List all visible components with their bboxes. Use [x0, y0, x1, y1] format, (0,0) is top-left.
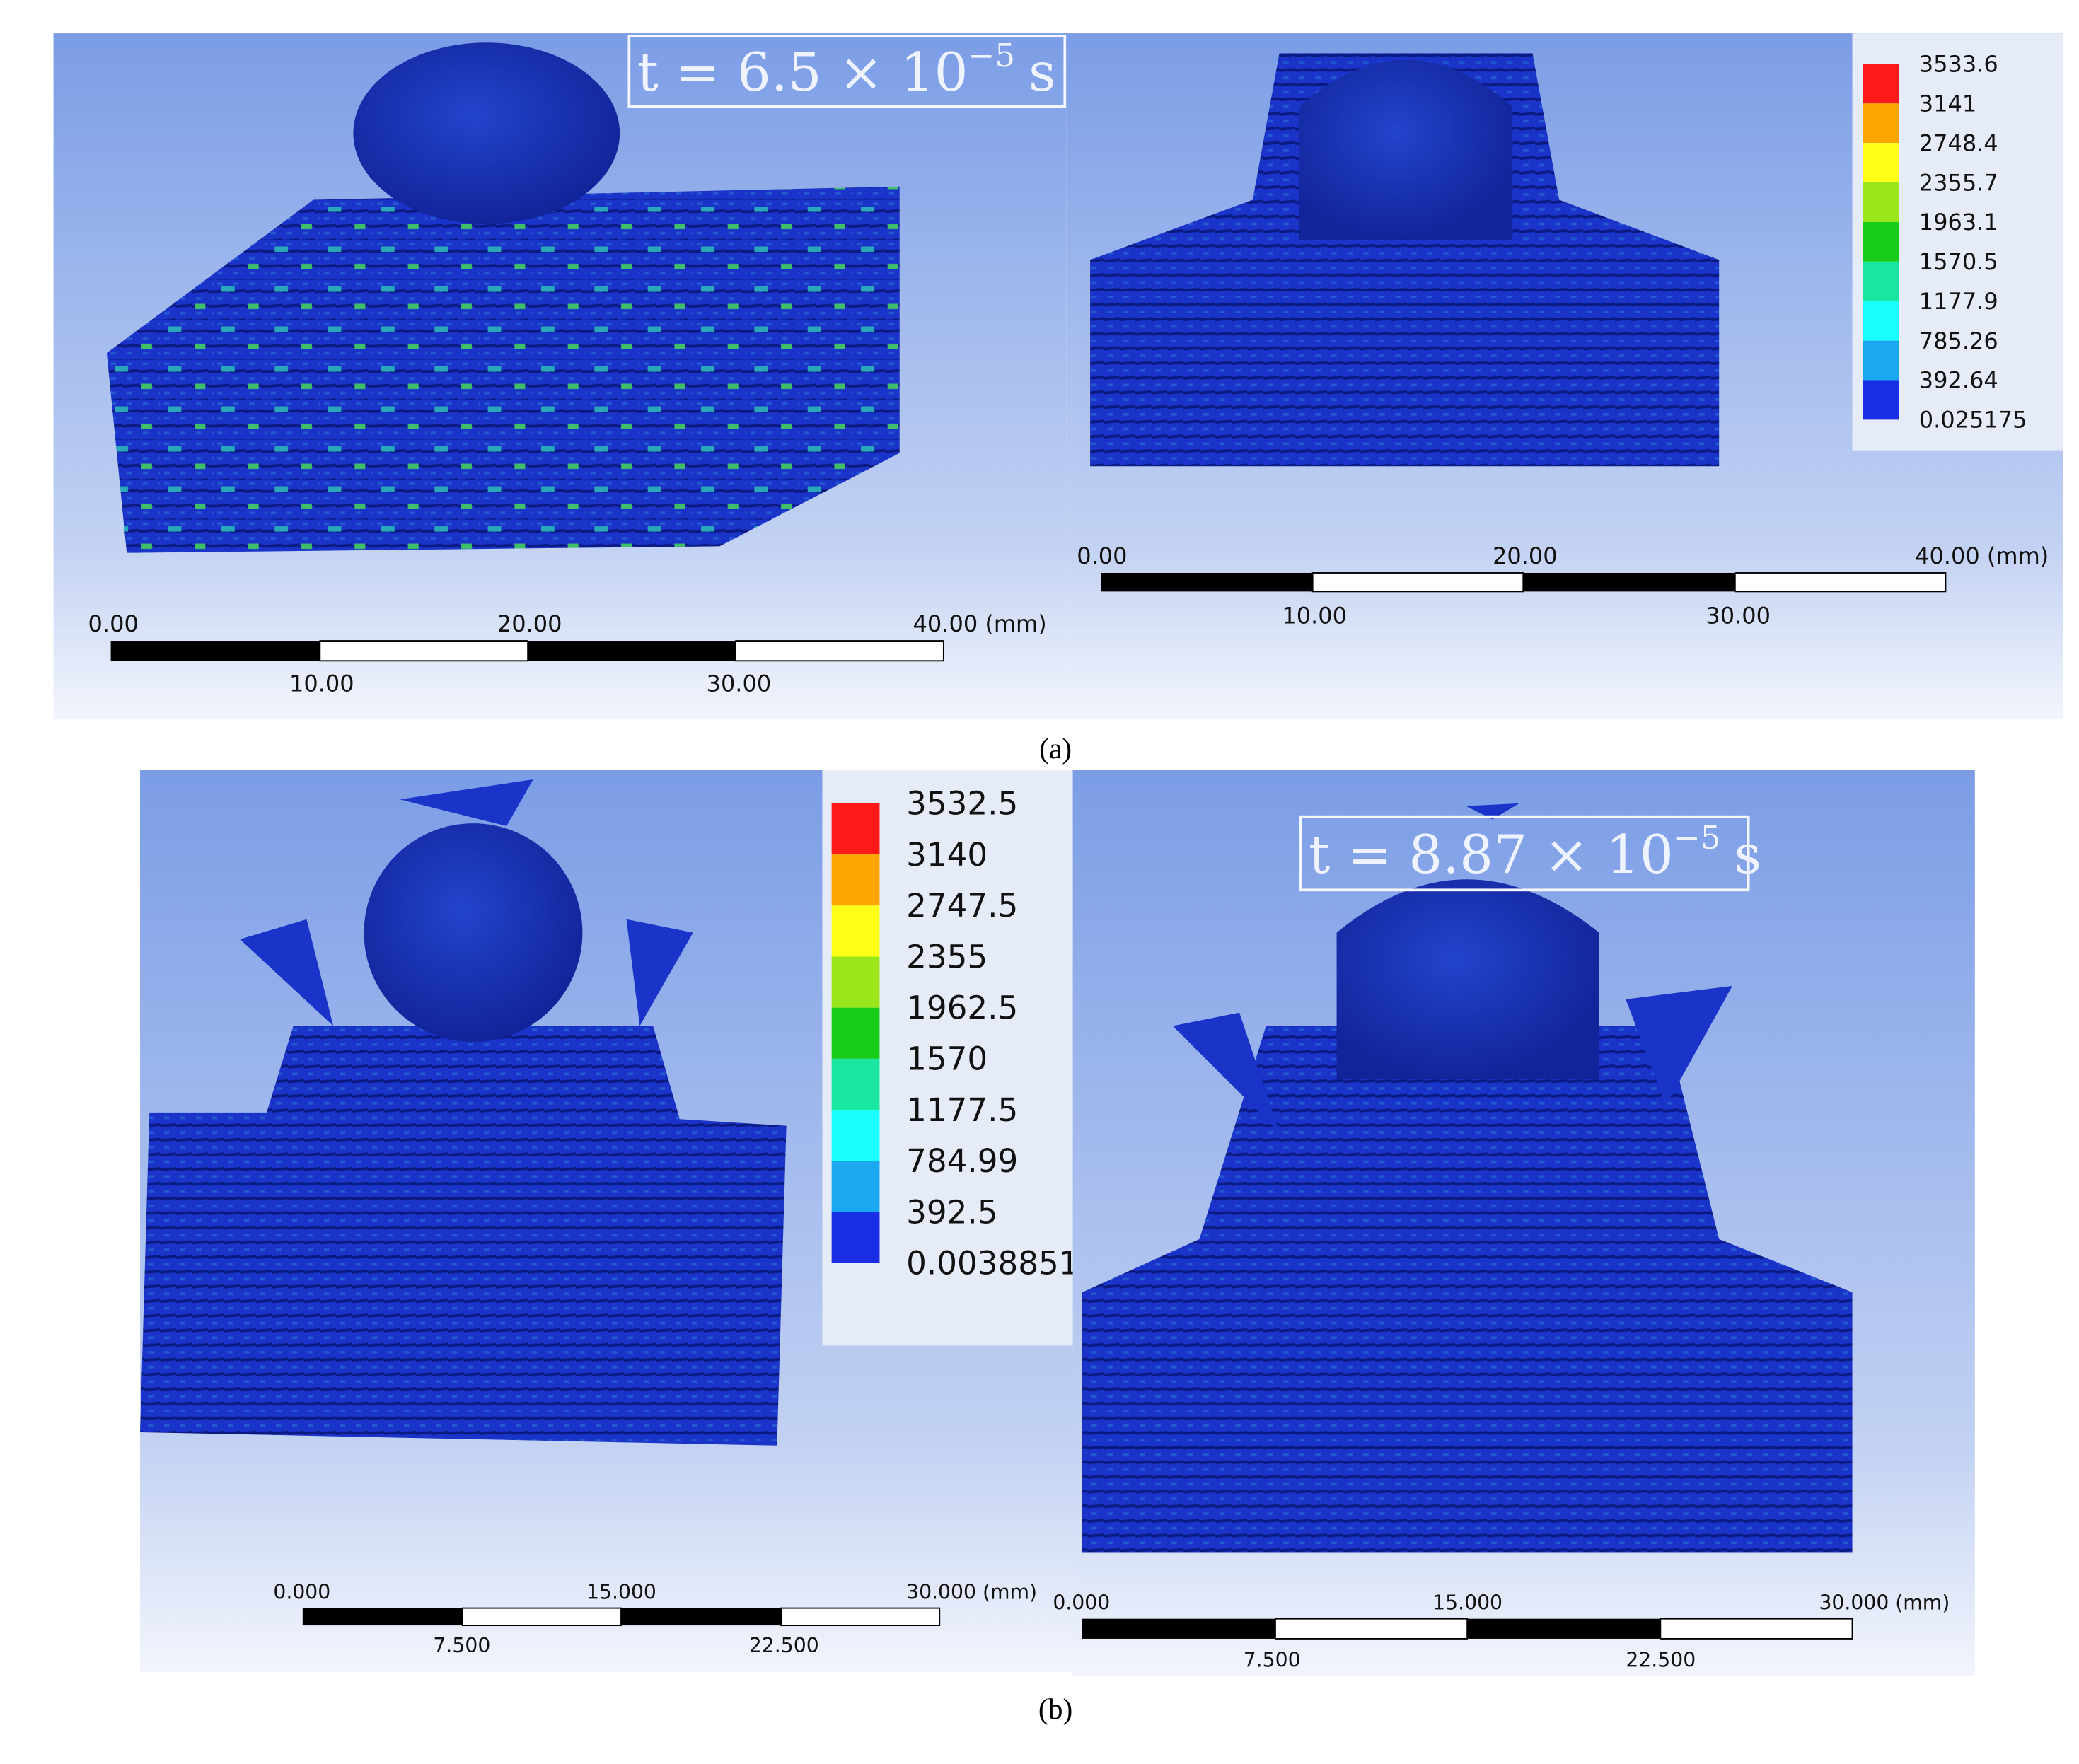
legend-label: 1963.1	[1919, 209, 1998, 236]
projectile	[1299, 59, 1513, 240]
legend-swatch	[1863, 103, 1899, 144]
legend-swatch	[831, 854, 880, 906]
scale-label: 15.000	[1432, 1591, 1502, 1614]
legend-label: 392.64	[1919, 367, 1998, 394]
time-exponent: −5	[1674, 819, 1721, 857]
scale-label: 22.500	[749, 1634, 819, 1657]
scale-label: 30.000 (mm)	[906, 1580, 1037, 1603]
legend-label: 1177.5	[906, 1091, 1018, 1129]
legend-label: 3141	[1919, 91, 1976, 117]
scale-bar: 0.000 15.000 30.000 (mm) 7.500 22.500	[1053, 1591, 1950, 1671]
legend-swatch	[831, 1110, 880, 1161]
panel-a-left: t = 6.5 × 10−5 s 0.00 20.00 40.00 (mm) 10…	[53, 33, 1067, 720]
legend-label: 2355	[906, 938, 988, 975]
scale-label: 20.00	[497, 610, 562, 637]
scale-label: 0.00	[1077, 542, 1127, 569]
scale-label: 22.500	[1626, 1648, 1696, 1671]
scale-label: 30.000 (mm)	[1819, 1591, 1950, 1614]
time-unit: s	[1029, 41, 1056, 103]
legend-label: 3532.5	[906, 785, 1018, 823]
scale-label: 0.00	[88, 610, 139, 637]
scale-bar: 0.00 20.00 40.00 (mm) 10.00 30.00	[88, 610, 1047, 697]
legend-swatch	[1863, 64, 1899, 104]
time-label: t = 8.87 × 10−5 s	[1309, 819, 1761, 886]
legend-label: 1570.5	[1919, 248, 1998, 275]
scale-label: 20.00	[1493, 542, 1558, 569]
legend-label: 1962.5	[906, 990, 1018, 1027]
scale-label: 10.00	[289, 671, 354, 697]
legend-swatch	[831, 956, 880, 1008]
time-exponent: −5	[968, 37, 1016, 74]
projectile	[1336, 879, 1599, 1079]
scale-label: 7.500	[1244, 1648, 1301, 1671]
legend-label: 1570	[906, 1040, 988, 1078]
legend-label: 3533.6	[1919, 51, 1998, 78]
panel-b-right: t = 8.87 × 10−5 s 0.000 15.000 30.000 (mm…	[1053, 770, 1975, 1676]
target-block	[140, 1026, 787, 1446]
legend-label: 3140	[906, 836, 988, 874]
time-base: t = 8.87 × 10	[1309, 823, 1674, 886]
scale-label: 0.000	[273, 1580, 330, 1603]
scale-label: 10.00	[1282, 603, 1347, 629]
legend-swatch	[1863, 261, 1899, 301]
legend-label: 785.26	[1919, 327, 1998, 354]
time-base: t = 6.5 × 10	[637, 41, 968, 103]
legend-swatch	[1863, 143, 1899, 183]
projectile	[353, 42, 620, 224]
legend-swatch	[1863, 221, 1899, 262]
scale-label: 30.00	[1706, 603, 1771, 629]
scale-label: 40.00 (mm)	[1915, 542, 2049, 569]
target-block	[1090, 53, 1720, 467]
target-block	[1082, 1026, 1853, 1553]
debris	[240, 779, 693, 1026]
time-box	[627, 34, 1067, 108]
time-box	[1299, 815, 1750, 892]
scale-label: 40.00 (mm)	[913, 610, 1047, 637]
legend-swatch	[1863, 301, 1899, 341]
panel-b-left: 3532.5 3140 2747.5 2355 1962.5 1570 1177.5 784.…	[140, 770, 1079, 1673]
legend-label: 2355.7	[1919, 169, 1998, 196]
panel-caption: (a)	[1039, 732, 1072, 765]
legend-label: 392.5	[906, 1193, 997, 1231]
color-legend: 3532.5 3140 2747.5 2355 1962.5 1570 1177.5 784.…	[831, 785, 1079, 1282]
scale-bar: 0.000 15.000 30.000 (mm) 7.500 22.500	[273, 1580, 1037, 1656]
legend-swatch	[831, 803, 880, 855]
legend-label: 2747.5	[906, 887, 1018, 924]
projectile	[364, 823, 583, 1043]
legend-swatch	[831, 905, 880, 957]
scale-label: 7.500	[433, 1634, 490, 1657]
panel-a-right: 3533.6 3141 2748.4 2355.7 1963.1 1570.5 1177.9…	[1066, 33, 2063, 720]
legend-label: 0.0038851	[906, 1245, 1079, 1282]
legend-swatch	[831, 1058, 880, 1110]
scale-label: 15.000	[586, 1580, 656, 1603]
scale-label: 30.00	[707, 671, 772, 697]
legend-swatch	[1863, 340, 1899, 381]
scale-bar: 0.00 20.00 40.00 (mm) 10.00 30.00	[1077, 542, 2049, 629]
time-unit: s	[1734, 823, 1761, 886]
legend-swatch	[831, 1212, 880, 1263]
target-block	[106, 186, 900, 553]
time-label: t = 6.5 × 10−5 s	[637, 37, 1056, 103]
legend-label: 784.99	[906, 1142, 1018, 1180]
legend-label: 2748.4	[1919, 129, 1998, 156]
legend-swatch	[1863, 380, 1899, 420]
legend-swatch	[831, 1007, 880, 1059]
legend-swatch	[1863, 182, 1899, 222]
color-legend: 3533.6 3141 2748.4 2355.7 1963.1 1570.5 1177.9…	[1863, 51, 2027, 434]
scale-label: 0.000	[1053, 1591, 1110, 1614]
legend-label: 0.025175	[1919, 407, 2027, 434]
panel-caption: (b)	[1038, 1693, 1072, 1726]
legend-swatch	[831, 1161, 880, 1212]
legend-label: 1177.9	[1919, 288, 1998, 315]
